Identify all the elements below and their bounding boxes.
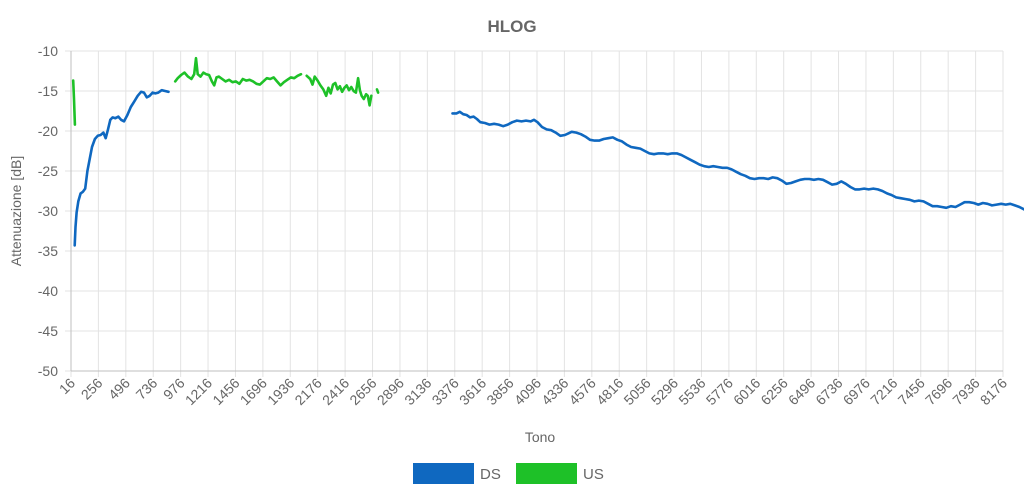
x-tick-label: 7696: [922, 375, 955, 408]
x-axis-ticks: 16 256 496 736 97612161456169619362176241626…: [56, 375, 1010, 408]
grid: [65, 50, 1004, 377]
x-tick-label: 8176: [977, 375, 1010, 408]
legend-swatch-us: [516, 463, 577, 484]
x-tick-label: 3376: [429, 375, 462, 408]
x-tick-label: 4576: [566, 375, 599, 408]
x-tick-label: 5056: [620, 375, 653, 408]
x-axis-title: Tono: [525, 429, 556, 445]
series-ds: [73, 88, 1024, 247]
chart-title: HLOG: [487, 17, 536, 36]
x-tick-label: 16: [56, 375, 78, 397]
x-tick-label: 256: [78, 375, 106, 403]
x-tick-label: 4816: [593, 375, 626, 408]
x-tick-label: 6496: [785, 375, 818, 408]
x-tick-label: 3856: [483, 375, 516, 408]
y-axis-ticks: -10 -15 -20 -25 -30 -35 -40 -45 -50: [38, 43, 58, 379]
x-tick-label: 2896: [374, 375, 407, 408]
series-us-line: [305, 74, 373, 107]
x-tick-label: 1216: [182, 375, 215, 408]
x-tick-label: 1456: [209, 375, 242, 408]
x-tick-label: 5296: [648, 375, 681, 408]
y-tick-label: -20: [38, 123, 58, 139]
x-tick-label: 2656: [346, 375, 379, 408]
series-us: [71, 56, 380, 126]
x-tick-label: 496: [105, 375, 133, 403]
series-lines: [71, 56, 1024, 247]
x-tick-label: 6736: [812, 375, 845, 408]
x-tick-label: 6256: [757, 375, 790, 408]
x-tick-label: 7936: [949, 375, 982, 408]
x-tick-label: 1696: [237, 375, 270, 408]
x-tick-label: 2416: [319, 375, 352, 408]
y-tick-label: -40: [38, 283, 58, 299]
legend-swatch-ds: [413, 463, 474, 484]
y-axis-title: Attenuazione [dB]: [8, 156, 24, 267]
axes: [70, 51, 1003, 372]
x-tick-label: 7456: [895, 375, 928, 408]
series-us-line: [71, 79, 77, 126]
legend-item-ds[interactable]: DS: [413, 463, 501, 484]
x-tick-label: 3616: [456, 375, 489, 408]
x-tick-label: 4336: [538, 375, 571, 408]
x-tick-label: 3136: [401, 375, 434, 408]
x-tick-label: 1936: [264, 375, 297, 408]
y-tick-label: -45: [38, 323, 58, 339]
x-tick-label: 2176: [291, 375, 324, 408]
y-tick-label: -30: [38, 203, 58, 219]
legend-label-ds: DS: [480, 466, 501, 483]
y-tick-label: -10: [38, 43, 58, 59]
legend-label-us: US: [583, 466, 604, 483]
x-tick-label: 5776: [703, 375, 736, 408]
x-tick-label: 5536: [675, 375, 708, 408]
y-tick-label: -50: [38, 363, 58, 379]
y-tick-label: -35: [38, 243, 58, 259]
y-tick-label: -15: [38, 83, 58, 99]
x-tick-label: 4096: [511, 375, 544, 408]
x-tick-label: 6016: [730, 375, 763, 408]
series-ds-line: [73, 88, 170, 247]
series-us-line: [173, 56, 303, 87]
y-tick-label: -25: [38, 163, 58, 179]
x-tick-label: 6976: [840, 375, 873, 408]
legend: DS US: [413, 463, 604, 484]
series-ds-line: [451, 110, 1024, 211]
series-us-line: [375, 88, 380, 94]
legend-item-us[interactable]: US: [516, 463, 604, 484]
x-tick-label: 7216: [867, 375, 900, 408]
x-tick-label: 736: [133, 375, 161, 403]
